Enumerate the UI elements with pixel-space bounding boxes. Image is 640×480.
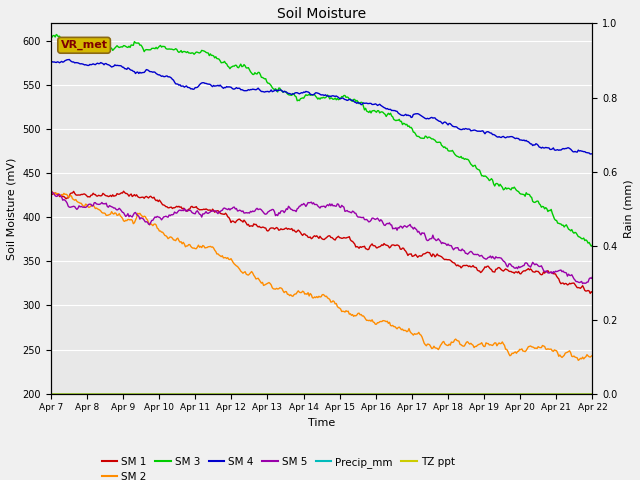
SM 1 [308,235,316,241]
SM 3 [492,181,500,187]
SM 2 [304,290,312,296]
SM 5 [308,201,316,207]
Legend: SM 1, SM 2, SM 3, SM 4, SM 5, Precip_mm, TZ ppt: SM 1, SM 2, SM 3, SM 4, SM 5, Precip_mm,… [97,453,459,480]
SM 1 [305,235,313,240]
Line: SM 5: SM 5 [51,192,593,284]
SM 1 [492,266,500,272]
SM 2 [47,187,54,193]
Precip_mm [369,391,377,396]
SM 1 [371,243,378,249]
SM 1 [577,286,584,291]
SM 4 [371,101,378,107]
SM 1 [589,290,596,296]
Text: VR_met: VR_met [61,40,108,50]
SM 5 [577,279,584,285]
SM 3 [371,108,378,113]
SM 3 [589,242,596,248]
TZ ppt [589,391,596,396]
SM 3 [305,92,313,97]
TZ ppt [47,391,54,396]
SM 3 [52,32,60,37]
X-axis label: Time: Time [308,418,335,428]
SM 4 [492,133,500,139]
Precip_mm [304,391,312,396]
SM 5 [579,281,586,287]
SM 2 [340,309,348,314]
SM 4 [47,60,54,65]
SM 4 [305,90,313,96]
Precip_mm [307,391,315,396]
Precip_mm [491,391,499,396]
TZ ppt [340,391,348,396]
Line: SM 1: SM 1 [51,191,593,293]
SM 1 [120,188,127,194]
TZ ppt [307,391,315,396]
SM 5 [589,274,596,280]
SM 4 [341,96,349,102]
Precip_mm [575,391,583,396]
Precip_mm [47,391,54,396]
TZ ppt [491,391,499,396]
SM 2 [577,356,584,361]
SM 3 [341,93,349,98]
Precip_mm [340,391,348,396]
SM 2 [589,352,596,358]
SM 3 [577,235,584,240]
Precip_mm [589,391,596,396]
TZ ppt [304,391,312,396]
SM 4 [308,92,316,97]
TZ ppt [575,391,583,396]
SM 5 [305,200,313,205]
SM 4 [589,151,596,157]
SM 4 [577,148,584,154]
SM 5 [341,208,349,214]
SM 1 [47,192,54,198]
SM 1 [341,235,349,241]
SM 2 [575,358,582,363]
SM 5 [492,254,500,260]
SM 3 [308,92,316,98]
Line: SM 4: SM 4 [51,60,593,154]
TZ ppt [369,391,377,396]
Title: Soil Moisture: Soil Moisture [277,7,366,21]
SM 5 [47,190,54,195]
Y-axis label: Soil Moisture (mV): Soil Moisture (mV) [7,157,17,260]
SM 4 [586,151,594,157]
Line: SM 2: SM 2 [51,190,593,360]
SM 3 [47,36,54,41]
SM 5 [48,189,56,195]
SM 2 [491,340,499,346]
SM 3 [588,243,595,249]
SM 2 [369,319,377,325]
SM 5 [371,216,378,222]
SM 1 [586,290,594,296]
SM 2 [307,292,315,298]
SM 4 [65,57,73,62]
Line: SM 3: SM 3 [51,35,593,246]
Y-axis label: Rain (mm): Rain (mm) [623,179,633,238]
